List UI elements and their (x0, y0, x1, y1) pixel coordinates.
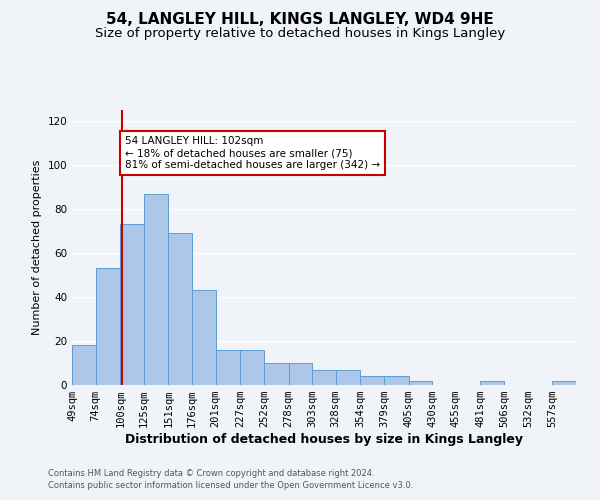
Text: Contains public sector information licensed under the Open Government Licence v3: Contains public sector information licen… (48, 481, 413, 490)
Bar (169, 233, 192, 385)
Text: 54 LANGLEY HILL: 102sqm
← 18% of detached houses are smaller (75)
81% of semi-de: 54 LANGLEY HILL: 102sqm ← 18% of detache… (125, 136, 380, 170)
Text: Size of property relative to detached houses in Kings Langley: Size of property relative to detached ho… (95, 28, 505, 40)
Bar (384, 376, 409, 385)
Y-axis label: Number of detached properties: Number of detached properties (32, 160, 42, 335)
Bar (144, 194, 169, 385)
Bar (216, 350, 241, 385)
Bar (481, 380, 504, 385)
Text: 54, LANGLEY HILL, KINGS LANGLEY, WD4 9HE: 54, LANGLEY HILL, KINGS LANGLEY, WD4 9HE (106, 12, 494, 28)
Bar (553, 380, 576, 385)
Bar (409, 380, 432, 385)
Bar (241, 350, 264, 385)
Bar (336, 370, 361, 385)
Text: Contains HM Land Registry data © Crown copyright and database right 2024.: Contains HM Land Registry data © Crown c… (48, 468, 374, 477)
Bar (120, 224, 144, 385)
Bar (192, 290, 216, 385)
Bar (361, 376, 384, 385)
Bar (95, 268, 120, 385)
Bar (72, 346, 95, 385)
Bar (289, 363, 312, 385)
Bar (264, 363, 289, 385)
Bar (312, 370, 336, 385)
X-axis label: Distribution of detached houses by size in Kings Langley: Distribution of detached houses by size … (125, 433, 523, 446)
